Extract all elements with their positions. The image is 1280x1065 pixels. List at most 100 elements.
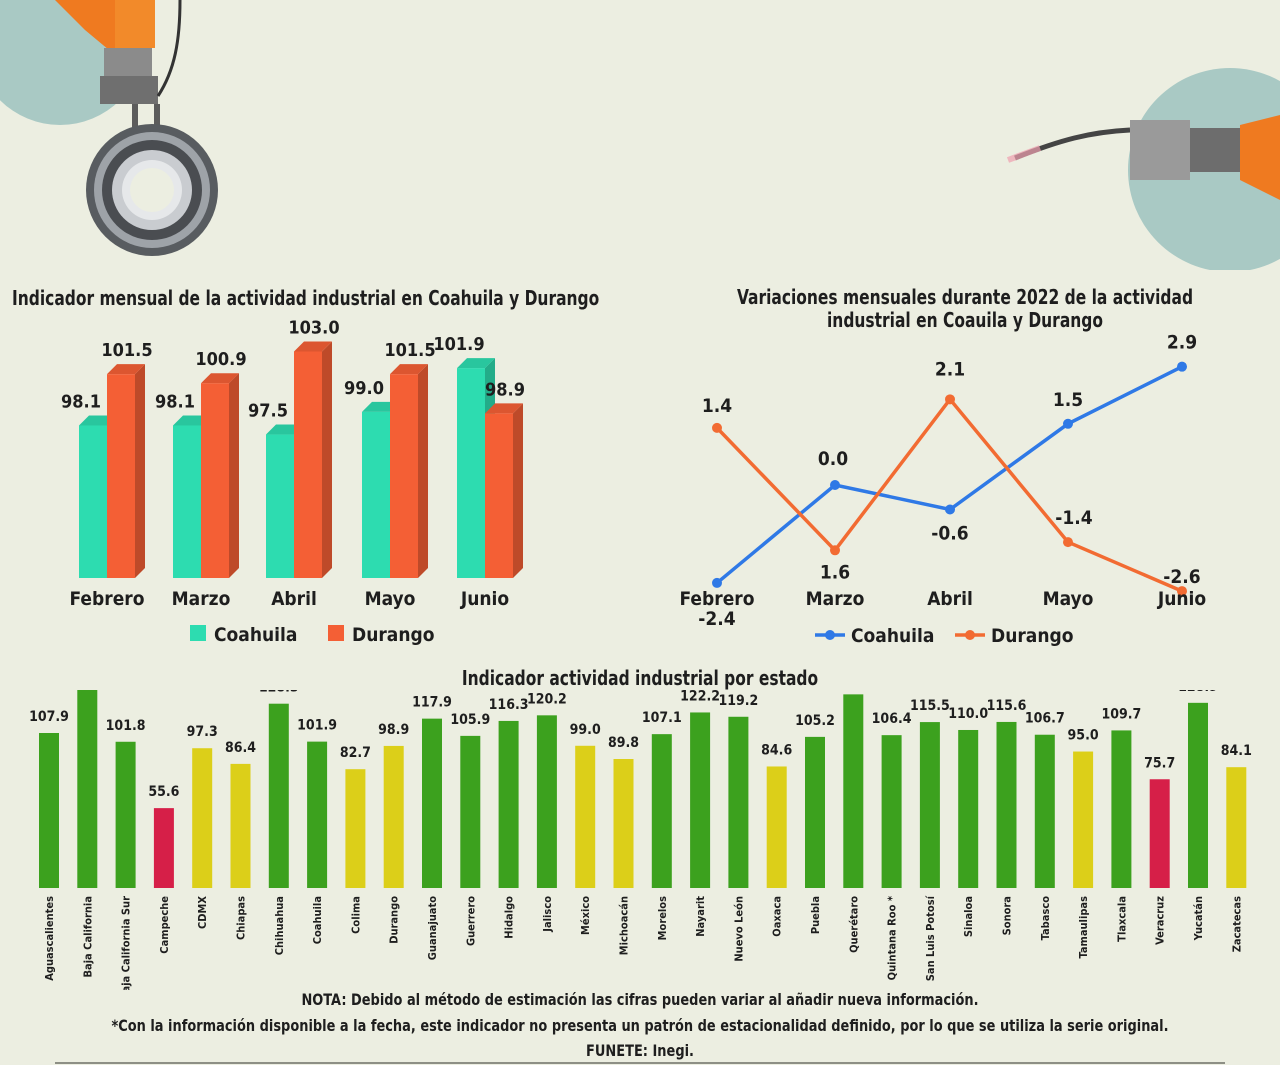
bar-top-durango [485,403,523,414]
data-label: 99.0 [344,378,384,399]
data-label: 98.1 [155,391,195,412]
point-coahuila [712,577,722,588]
data-label: 55.6 [148,784,179,800]
state-bar [422,718,442,888]
state-bar [728,716,749,888]
x-tick-label: Yucatán [1192,896,1205,941]
state-bar [805,736,825,888]
data-label: 95.0 [1068,728,1099,744]
data-label: 2.9 [1167,332,1197,354]
bar-side-durango [322,341,332,578]
x-tick-label: Tamaulipas [1077,896,1090,959]
legend-label: Coahuila [851,625,934,647]
x-tick-label: CDMX [196,896,209,929]
data-label: 101.9 [433,334,484,355]
point-coahuila [1177,361,1187,372]
bar-top-durango [294,341,332,352]
point-coahuila [945,504,955,515]
state-bar [1188,702,1208,888]
welding-arm-icon [1006,115,1280,200]
state-bar [77,690,98,888]
state-bar [958,729,979,888]
data-label: -2.6 [1163,566,1200,588]
data-label: 75.7 [1144,755,1175,771]
state-bar [1034,734,1055,888]
x-tick-label: Tlaxcala [1115,896,1128,942]
data-label: -2.4 [698,608,735,630]
state-bar [192,748,213,888]
legend-swatch [190,625,206,641]
x-tick-label: México [579,896,592,935]
bar-durango [294,351,322,578]
data-label: 99.0 [570,722,601,738]
data-label: 103.0 [288,318,339,339]
bar-durango [390,374,418,578]
data-label: 120.2 [527,691,567,707]
x-tick-label: Marzo [806,588,865,610]
data-label: 128.9 [1178,690,1218,695]
state-bar [115,741,136,888]
state-bar [1073,751,1094,888]
data-label: 84.1 [1221,743,1252,759]
data-label: 2.1 [935,358,965,380]
point-durango [1063,537,1073,548]
x-tick-label: Coahuila [311,896,324,944]
data-label: 101.5 [101,340,152,361]
state-bar [383,745,404,888]
point-durango [712,422,722,433]
x-tick-label: Mayo [1043,588,1094,610]
variation-line-chart: -2.4 0.0 -0.6 1.5 2.9 1.4 1.6 2.1 -1.4 -2.6 Febrer… [680,332,1207,647]
x-tick-label: Tabasco [1039,896,1052,941]
data-label: 115.6 [987,698,1027,714]
legend-swatch [328,625,344,641]
state-bar-chart: 107.9Aguascalientes144.2Baja California1… [29,690,1252,990]
x-tick-label: Chihuahua [273,896,286,955]
header-decoration [0,0,1280,270]
bar-top-durango [201,373,239,384]
x-tick-label: Quintana Roo * [886,896,899,980]
point-durango [830,545,840,556]
data-label: 116.3 [489,697,529,713]
point-coahuila [1063,418,1073,429]
data-label: 1.5 [1053,389,1083,411]
chart2-title: Variaciones mensuales durante 2022 de la… [736,285,1194,332]
state-bar [1226,767,1247,888]
bar-durango [107,374,135,578]
state-bar [996,721,1017,888]
legend-label: Durango [991,625,1074,647]
data-label: 98.9 [485,379,525,400]
x-tick-label: Hidalgo [503,896,516,939]
point-coahuila [830,480,840,490]
data-label: 115.5 [910,698,950,714]
x-tick-label: Oaxaca [771,896,784,937]
x-tick-label: Morelos [656,896,669,940]
state-bar [613,759,634,888]
x-tick-label: Puebla [809,896,822,934]
x-tick-label: Colima [349,896,362,934]
x-tick-label: Febrero [70,588,145,610]
state-bar [230,763,251,888]
x-tick-label: San Luis Potosí [924,895,937,981]
x-tick-label: Baja California Sur [120,896,133,990]
data-label: 107.9 [29,709,69,725]
bar-side-durango [229,373,239,578]
legend-label: Durango [352,624,435,646]
x-tick-label: Nuevo León [732,896,745,962]
chart3-title: Indicador actividad industrial por estad… [461,666,819,690]
bar-top-durango [390,364,428,375]
x-tick-label: Jalisco [541,896,554,933]
bar-coahuila [457,368,485,578]
source-text: FUNETE: Inegi. [586,1041,694,1060]
x-tick-label: Junio [1157,588,1207,610]
data-label: 128.3 [259,690,299,696]
x-tick-label: Campeche [158,896,171,954]
x-tick-label: Querétaro [847,896,860,953]
legend-marker [965,630,975,640]
data-label: 97.5 [248,401,288,422]
bar-durango [485,413,513,578]
x-tick-label: Marzo [172,588,231,610]
bar-coahuila [266,434,294,578]
data-label: 105.2 [795,713,835,729]
state-bar [1111,730,1132,888]
